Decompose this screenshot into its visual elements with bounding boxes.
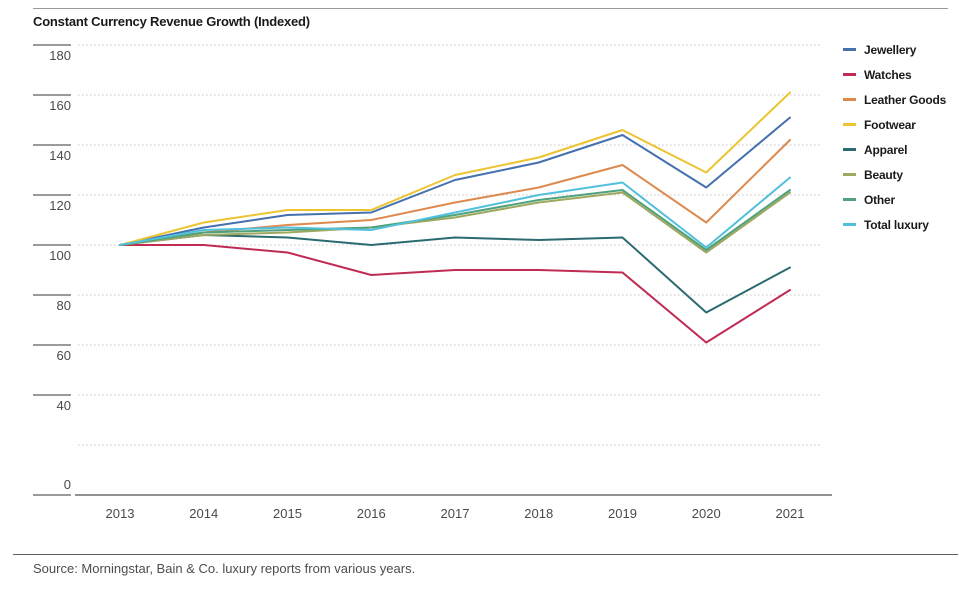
legend-label: Watches (864, 67, 912, 82)
legend-label: Other (864, 192, 896, 207)
legend-swatch-apparel (843, 148, 856, 151)
legend-item-apparel: Apparel (843, 137, 946, 162)
legend-swatch-other (843, 198, 856, 201)
chart-title: Constant Currency Revenue Growth (Indexe… (33, 14, 310, 29)
series-line-jewellery (119, 116, 791, 246)
top-rule (33, 8, 948, 9)
x-axis-label: 2021 (776, 506, 805, 521)
series-line-apparel (119, 234, 791, 314)
legend-swatch-jewellery (843, 48, 856, 51)
x-axis-label: 2017 (441, 506, 470, 521)
series-line-other (119, 189, 791, 251)
legend-item-footwear: Footwear (843, 112, 946, 137)
x-axis-label: 2016 (357, 506, 386, 521)
y-axis-label: 60 (57, 348, 71, 363)
x-axis-label: 2014 (189, 506, 218, 521)
series-line-beauty (119, 191, 791, 254)
y-axis-label: 80 (57, 298, 71, 313)
legend-item-other: Other (843, 187, 946, 212)
legend-swatch-footwear (843, 123, 856, 126)
series-line-total-luxury (119, 176, 791, 249)
bottom-rule (13, 554, 958, 555)
legend-swatch-total-luxury (843, 223, 856, 226)
legend-item-jewellery: Jewellery (843, 37, 946, 62)
source-note: Source: Morningstar, Bain & Co. luxury r… (33, 561, 416, 576)
line-chart: 0 40 60 80 100 120 140 160 180 2013 2014 2015 2016 20… (33, 44, 832, 521)
legend-swatch-beauty (843, 173, 856, 176)
legend-label: Apparel (864, 142, 908, 157)
x-axis-label: 2015 (273, 506, 302, 521)
series-line-watches (119, 244, 791, 344)
series-line-footwear (119, 91, 791, 246)
legend-swatch-watches (843, 73, 856, 76)
y-axis-label: 100 (49, 248, 71, 263)
legend-swatch-leather-goods (843, 98, 856, 101)
legend-label: Total luxury (864, 217, 929, 232)
y-axis-label: 40 (57, 398, 71, 413)
y-axis-label: 180 (49, 48, 71, 63)
legend-item-beauty: Beauty (843, 162, 946, 187)
y-axis-label: 0 (64, 477, 71, 492)
y-axis-label: 160 (49, 98, 71, 113)
legend-label: Beauty (864, 167, 903, 182)
legend-label: Footwear (864, 117, 916, 132)
legend-label: Jewellery (864, 42, 917, 57)
x-axis-label: 2020 (692, 506, 721, 521)
legend-item-watches: Watches (843, 62, 946, 87)
y-axis-label: 140 (49, 148, 71, 163)
legend-item-total-luxury: Total luxury (843, 212, 946, 237)
x-axis-label: 2013 (106, 506, 135, 521)
x-axis-label: 2018 (524, 506, 553, 521)
x-axis-label: 2019 (608, 506, 637, 521)
legend-item-leather-goods: Leather Goods (843, 87, 946, 112)
legend: Jewellery Watches Leather Goods Footwear App… (843, 37, 946, 237)
y-axis-label: 120 (49, 198, 71, 213)
legend-label: Leather Goods (864, 92, 947, 107)
